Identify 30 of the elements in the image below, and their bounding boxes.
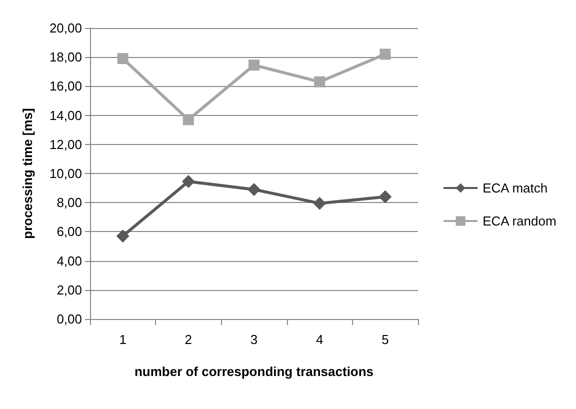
x-tick-label: 2	[184, 332, 192, 347]
y-tick-label: 4,00	[56, 253, 82, 268]
y-axis-title: processing time [ms]	[20, 108, 35, 239]
y-tick-label: 0,00	[56, 312, 82, 326]
point	[248, 183, 260, 196]
y-tick-label: 8,00	[56, 195, 82, 210]
x-axis-title: number of corresponding transactions	[134, 364, 374, 379]
y-tick-label: 2,00	[56, 282, 82, 298]
legend-label: ECA match	[482, 180, 548, 196]
x-tick-label: 1	[119, 332, 126, 347]
y-tick-label: 16,00	[49, 78, 82, 94]
point	[116, 230, 130, 243]
point	[248, 60, 260, 71]
y-tick-label: 6,00	[56, 224, 82, 240]
point	[380, 48, 391, 60]
y-tick-label: 20,00	[49, 20, 82, 36]
y-tick-label: 12,00	[49, 136, 82, 152]
y-tick-label: 18,00	[49, 50, 82, 65]
x-tick-label: 5	[382, 332, 389, 347]
x-tick-label: 3	[250, 332, 258, 347]
point	[314, 76, 326, 88]
point	[182, 175, 195, 188]
point	[117, 53, 128, 64]
x-tick-label: 4	[316, 332, 324, 347]
point	[313, 196, 326, 210]
y-tick-label: 10,00	[49, 166, 82, 181]
legend-label: ECA random	[482, 214, 556, 228]
point	[378, 190, 392, 204]
point	[182, 114, 194, 126]
y-tick-label: 14,00	[49, 108, 82, 123]
